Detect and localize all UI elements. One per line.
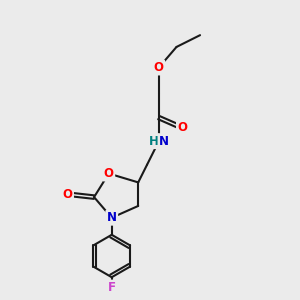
- Text: O: O: [177, 122, 188, 134]
- Text: O: O: [63, 188, 73, 201]
- Text: N: N: [107, 211, 117, 224]
- Text: F: F: [108, 281, 116, 294]
- Text: O: O: [154, 61, 164, 74]
- Text: H: H: [148, 135, 158, 148]
- Text: O: O: [104, 167, 114, 180]
- Text: N: N: [159, 135, 169, 148]
